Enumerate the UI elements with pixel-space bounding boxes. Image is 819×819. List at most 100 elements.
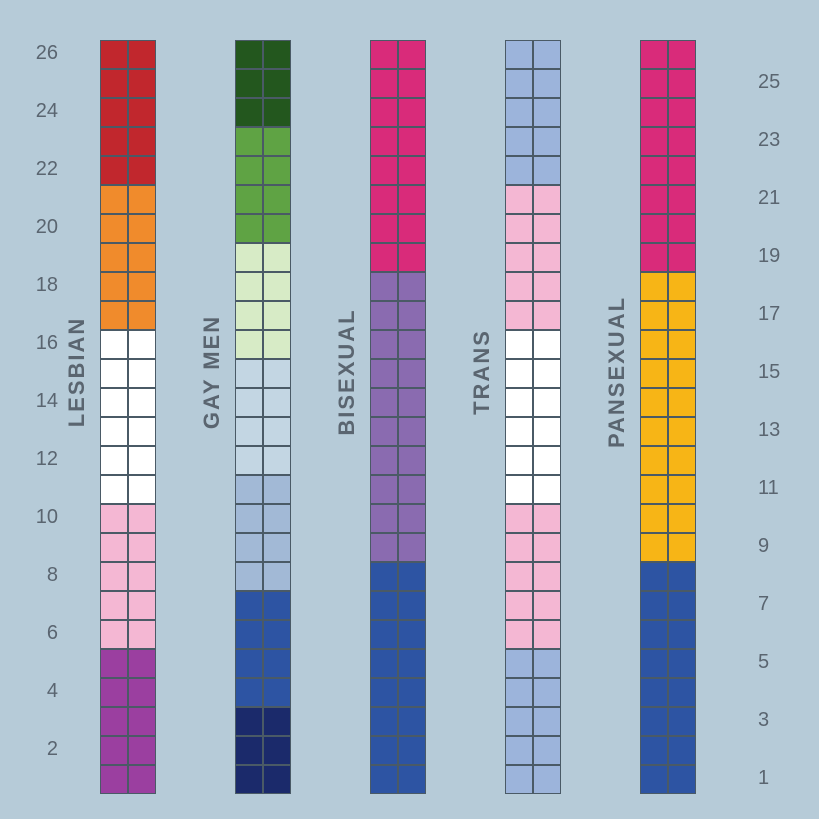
segment	[505, 330, 561, 504]
cell	[370, 620, 398, 649]
cell	[533, 388, 561, 417]
cell	[263, 533, 291, 562]
cell	[100, 765, 128, 794]
cell	[533, 475, 561, 504]
cell	[235, 359, 263, 388]
cell	[398, 40, 426, 69]
axis-label-right: 7	[758, 593, 794, 616]
cell	[235, 475, 263, 504]
cell	[533, 330, 561, 359]
axis-label-left: 14	[22, 390, 58, 413]
axis-label-left: 20	[22, 216, 58, 239]
cell	[100, 330, 128, 359]
cell	[668, 707, 696, 736]
cell	[668, 736, 696, 765]
cell	[370, 591, 398, 620]
cell	[370, 417, 398, 446]
cell	[235, 214, 263, 243]
segment	[100, 40, 156, 185]
cell	[640, 359, 668, 388]
axis-label-left: 10	[22, 506, 58, 529]
cell	[640, 504, 668, 533]
cell	[128, 388, 156, 417]
cell	[128, 736, 156, 765]
cell	[370, 98, 398, 127]
cell	[263, 156, 291, 185]
cell	[505, 533, 533, 562]
cell	[370, 272, 398, 301]
cell	[128, 272, 156, 301]
cell	[128, 591, 156, 620]
segment	[640, 40, 696, 272]
cell	[128, 127, 156, 156]
cell	[100, 678, 128, 707]
cell	[533, 417, 561, 446]
cell	[263, 98, 291, 127]
cell	[128, 504, 156, 533]
axis-label-right: 19	[758, 245, 794, 268]
cell	[668, 446, 696, 475]
cell	[505, 446, 533, 475]
cell	[128, 185, 156, 214]
axis-label-right: 9	[758, 535, 794, 558]
axis-label-left: 16	[22, 332, 58, 355]
cell	[668, 678, 696, 707]
segment	[235, 707, 291, 794]
cell	[263, 272, 291, 301]
cell	[398, 417, 426, 446]
cell	[100, 707, 128, 736]
cell	[668, 562, 696, 591]
cell	[263, 649, 291, 678]
cell	[235, 69, 263, 98]
bar	[505, 40, 561, 794]
cell	[533, 98, 561, 127]
cell	[263, 127, 291, 156]
cell	[235, 533, 263, 562]
axis-label-left: 22	[22, 158, 58, 181]
cell	[640, 591, 668, 620]
cell	[100, 649, 128, 678]
axis-label-left: 18	[22, 274, 58, 297]
bar	[370, 40, 426, 794]
axis-label-right: 15	[758, 361, 794, 384]
cell	[533, 156, 561, 185]
cell	[263, 504, 291, 533]
cell	[398, 533, 426, 562]
cell	[263, 301, 291, 330]
cell	[640, 330, 668, 359]
flag-chart: LESBIANGAY MENBISEXUALTRANSPANSEXUAL2468…	[0, 24, 819, 794]
cell	[505, 417, 533, 446]
cell	[263, 243, 291, 272]
axis-label-right: 17	[758, 303, 794, 326]
axis-label-left: 12	[22, 448, 58, 471]
cell	[640, 736, 668, 765]
cell	[235, 98, 263, 127]
bar-label: PANSEXUAL	[604, 262, 632, 482]
cell	[533, 69, 561, 98]
cell	[668, 156, 696, 185]
cell	[263, 736, 291, 765]
cell	[128, 765, 156, 794]
cell	[370, 562, 398, 591]
cell	[533, 446, 561, 475]
cell	[505, 330, 533, 359]
cell	[128, 649, 156, 678]
cell	[263, 214, 291, 243]
cell	[235, 185, 263, 214]
bar-label: BISEXUAL	[334, 262, 362, 482]
cell	[370, 649, 398, 678]
cell	[235, 620, 263, 649]
cell	[398, 214, 426, 243]
cell	[128, 417, 156, 446]
cell	[100, 359, 128, 388]
cell	[505, 620, 533, 649]
cell	[640, 185, 668, 214]
cell	[505, 649, 533, 678]
cell	[263, 330, 291, 359]
cell	[505, 707, 533, 736]
cell	[398, 359, 426, 388]
segment	[370, 562, 426, 794]
cell	[668, 127, 696, 156]
segment	[370, 40, 426, 272]
cell	[533, 272, 561, 301]
